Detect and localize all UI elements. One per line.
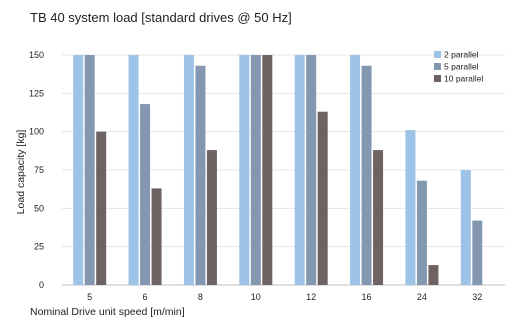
bar-2-parallel-8 (184, 55, 194, 285)
bar-2-parallel-5 (73, 55, 83, 285)
x-tick-label: 32 (472, 292, 482, 302)
bar-5-parallel-12 (306, 55, 316, 285)
x-tick-label: 10 (251, 292, 261, 302)
y-tick-label: 100 (29, 127, 44, 137)
x-tick-label: 8 (198, 292, 203, 302)
x-tick-label: 24 (417, 292, 427, 302)
y-tick-label: 50 (34, 203, 44, 213)
legend-swatch (434, 51, 441, 58)
bar-2-parallel-32 (461, 170, 471, 285)
gridlines (62, 55, 505, 285)
x-tick-label: 16 (362, 292, 372, 302)
legend-swatch (434, 75, 441, 82)
bar-2-parallel-24 (405, 130, 415, 285)
x-axis-title: Nominal Drive unit speed [m/min] (30, 306, 185, 318)
bar-5-parallel-16 (362, 66, 372, 285)
bar-10-parallel-8 (207, 150, 217, 285)
legend-label: 2 parallel (444, 50, 479, 60)
bar-5-parallel-8 (195, 66, 205, 285)
bar-5-parallel-5 (85, 55, 95, 285)
bar-5-parallel-6 (140, 104, 150, 285)
y-tick-label: 25 (34, 242, 44, 252)
bar-10-parallel-24 (428, 265, 438, 285)
y-tick-label: 75 (34, 165, 44, 175)
y-axis-title: Load capacity [kg] (15, 130, 27, 215)
bar-2-parallel-10 (239, 55, 249, 285)
legend-label: 5 parallel (444, 62, 479, 72)
bar-10-parallel-10 (262, 55, 272, 285)
bar-2-parallel-6 (129, 55, 139, 285)
y-tick-label: 125 (29, 88, 44, 98)
bar-10-parallel-6 (152, 188, 162, 285)
bar-10-parallel-5 (96, 132, 106, 285)
bar-5-parallel-10 (251, 55, 261, 285)
x-tick-label: 12 (306, 292, 316, 302)
bar-2-parallel-16 (350, 55, 360, 285)
x-tick-label: 6 (143, 292, 148, 302)
y-tick-label: 0 (39, 280, 44, 290)
y-tick-label: 150 (29, 50, 44, 60)
legend-swatch (434, 63, 441, 70)
legend-label: 10 parallel (444, 74, 483, 84)
x-tick-label: 5 (87, 292, 92, 302)
bar-2-parallel-12 (295, 55, 305, 285)
bar-5-parallel-24 (417, 181, 427, 285)
bar-5-parallel-32 (472, 221, 482, 285)
bar-10-parallel-12 (318, 112, 328, 285)
bar-10-parallel-16 (373, 150, 383, 285)
